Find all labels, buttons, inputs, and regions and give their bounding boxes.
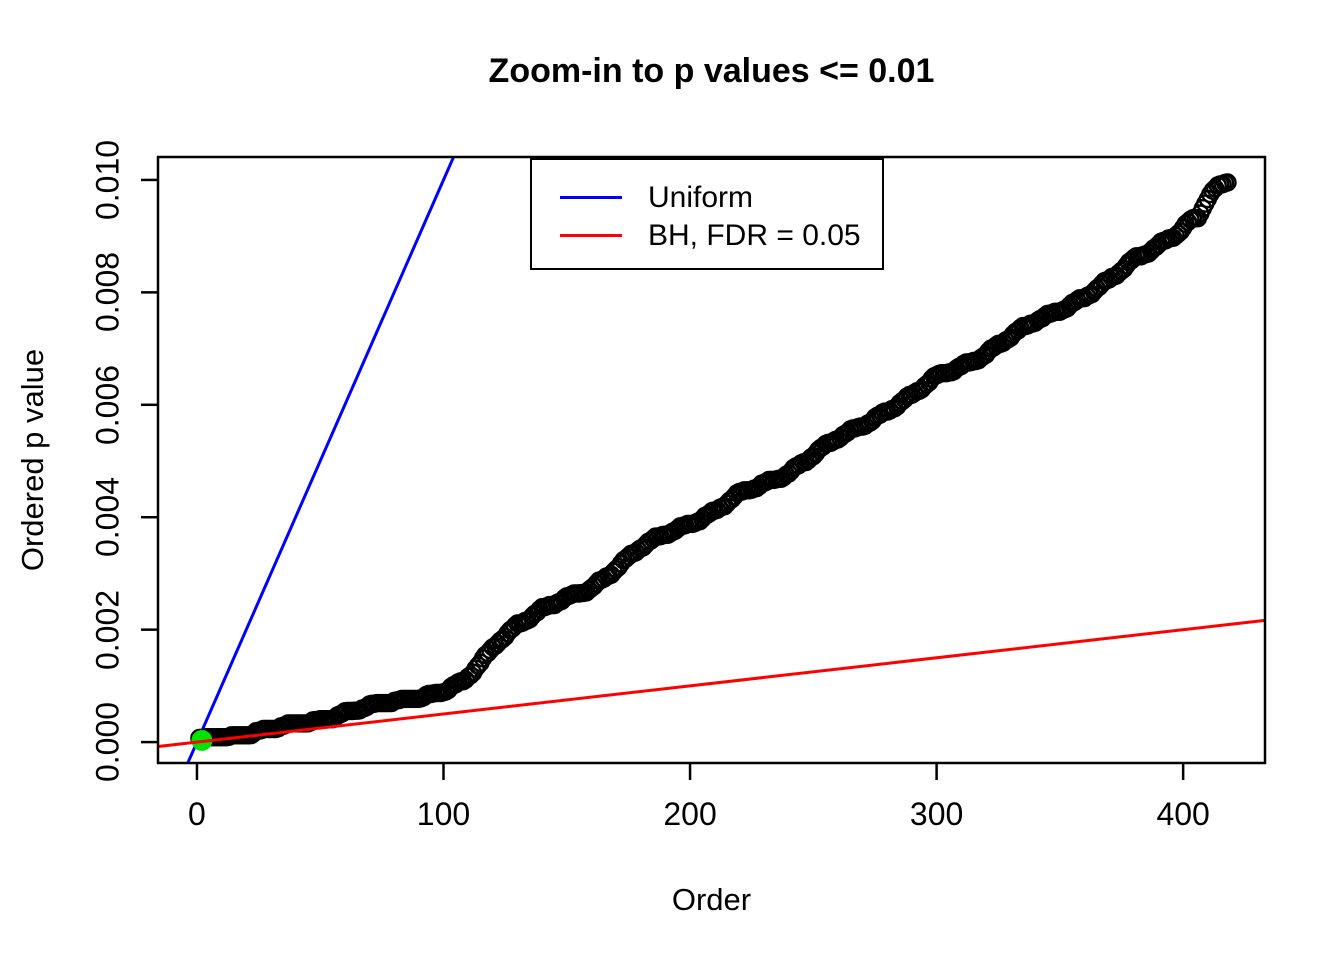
y-tick-label: 0.002 — [89, 589, 126, 670]
uniform-line — [186, 156, 455, 764]
y-tick-label: 0.008 — [89, 252, 126, 333]
legend-label-bh: BH, FDR = 0.05 — [648, 219, 861, 252]
x-tick-label: 300 — [909, 796, 964, 832]
x-tick-label: 100 — [416, 796, 471, 832]
plot-border — [156, 155, 1267, 765]
y-tick-label: 0.000 — [89, 702, 126, 783]
y-axis-title: Ordered p value — [15, 348, 50, 572]
x-axis-title: Order — [671, 882, 752, 917]
chart-title: Zoom-in to p values <= 0.01 — [488, 52, 935, 90]
x-tick-label: 400 — [1156, 796, 1210, 832]
bh-fdr-line — [157, 618, 1266, 749]
y-tick-label: 0.010 — [89, 139, 126, 220]
x-tick-label: 0 — [188, 796, 206, 832]
y-tick-label: 0.006 — [89, 364, 126, 445]
y-tick-label: 0.004 — [89, 477, 126, 558]
legend: Uniform BH, FDR = 0.05 — [530, 158, 884, 270]
legend-label-uniform: Uniform — [648, 181, 754, 214]
x-tick-label: 200 — [663, 796, 717, 832]
data-point-open-circle — [1218, 173, 1237, 192]
legend-line-swatch-bh — [560, 234, 622, 237]
legend-line-swatch-uniform — [560, 196, 622, 199]
